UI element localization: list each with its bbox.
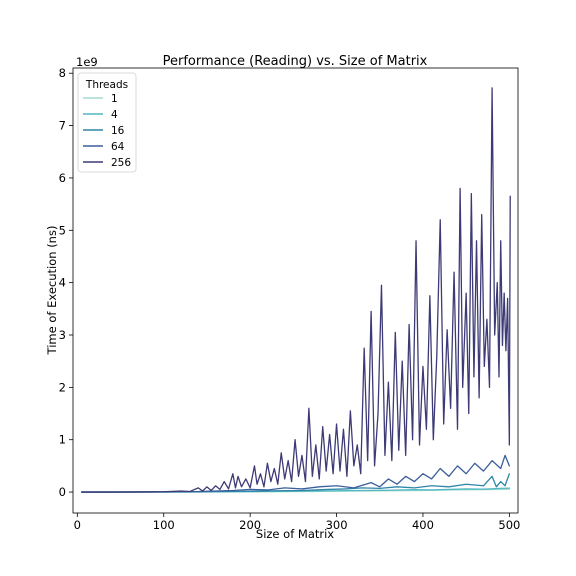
legend-label-64: 64 (111, 141, 125, 153)
x-tick-label: 400 (412, 518, 434, 532)
x-tick-label: 300 (326, 518, 348, 532)
y-tick-label: 4 (59, 276, 66, 290)
series-group (80, 87, 511, 493)
y-tick-label: 7 (59, 119, 66, 133)
x-axis: 0 100 200 300 400 500 (74, 513, 520, 532)
y-tick-label: 1 (59, 433, 66, 447)
x-tick-label: 100 (153, 518, 175, 532)
legend-label-16: 16 (111, 125, 125, 137)
y-tick-label: 5 (59, 223, 66, 237)
chart-title: Performance (Reading) vs. Size of Matrix (163, 54, 428, 69)
legend: Threads 1 4 16 64 256 (77, 72, 137, 173)
legend-label-1: 1 (111, 93, 118, 105)
legend-title: Threads (85, 79, 128, 91)
y-axis: 0 1 2 3 4 5 6 7 8 (59, 66, 73, 499)
y-scale-label: 1e9 (76, 55, 98, 69)
y-tick-label: 6 (59, 171, 66, 185)
legend-entries: 1 4 16 64 256 (83, 93, 131, 169)
y-tick-label: 3 (59, 328, 66, 342)
y-axis-label: Time of Execution (ns) (45, 226, 59, 356)
x-tick-label: 500 (498, 518, 520, 532)
y-tick-label: 0 (59, 485, 66, 499)
legend-label-256: 256 (111, 157, 131, 169)
y-tick-label: 2 (59, 380, 66, 394)
y-tick-label: 8 (59, 66, 66, 80)
series-line-256 (80, 87, 511, 493)
x-tick-label: 0 (74, 518, 81, 532)
plot-frame (72, 67, 519, 514)
x-tick-label: 200 (239, 518, 261, 532)
x-axis-label: Size of Matrix (256, 527, 334, 541)
series-line-64 (80, 454, 511, 493)
legend-label-4: 4 (111, 109, 118, 121)
series-line-16 (80, 473, 511, 493)
